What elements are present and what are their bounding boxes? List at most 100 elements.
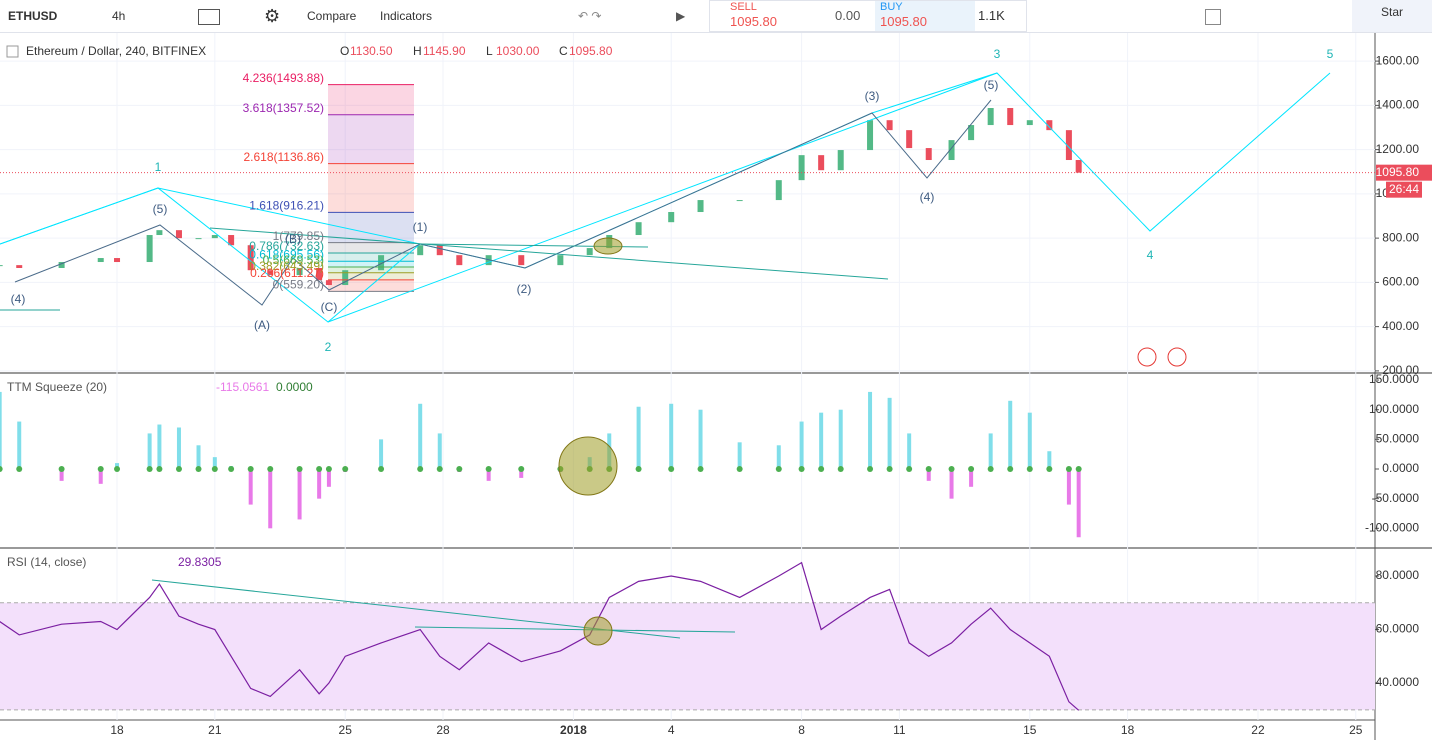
histogram-bar: [98, 469, 103, 484]
candle: [436, 245, 443, 256]
elliott-wave: [0, 72, 1331, 323]
indicator-readout: 0.0000: [276, 380, 313, 394]
buy-label[interactable]: BUY: [880, 1, 903, 13]
histogram-bar: [157, 424, 162, 470]
y-tick-label: 200.00: [1382, 363, 1419, 377]
event-icon[interactable]: [1167, 347, 1187, 367]
candle: [58, 262, 65, 268]
candle: [925, 148, 932, 161]
symbol[interactable]: ETHUSD: [8, 9, 58, 23]
event-icon[interactable]: [1137, 347, 1157, 367]
trend-line: [414, 626, 736, 633]
y-tick-label: 60.0000: [1376, 622, 1420, 636]
indicator-title: RSI (14, close): [7, 555, 86, 569]
y-tick-label: 40.0000: [1376, 675, 1420, 689]
squeeze-dot: [697, 466, 704, 473]
undo[interactable]: ↶ ↷: [578, 9, 602, 23]
x-tick-label: 18: [1121, 723, 1135, 737]
rsi-band: [0, 602, 1375, 710]
fib-label: 0.618(695.56): [249, 247, 324, 261]
wave-label: 1: [155, 160, 162, 174]
squeeze-dot: [97, 466, 104, 473]
fib-label: 2.618(1136.86): [243, 150, 324, 164]
sell-label[interactable]: SELL: [730, 1, 757, 13]
drawings: [0, 72, 1331, 646]
subwave-label: (C): [321, 300, 338, 314]
histogram-bar: [887, 397, 892, 470]
trade-panel: SELL 1095.80 0.00 BUY 1095.80 1.1K: [709, 0, 1027, 32]
histogram-bar: [1047, 451, 1052, 470]
wave-label: 2: [325, 340, 332, 354]
candle: [175, 230, 182, 239]
ohlc-key: O: [340, 44, 349, 58]
sub-wave: [14, 99, 992, 306]
rsi-line: [0, 561, 1080, 711]
ohlc-value: 1095.80: [569, 44, 613, 58]
squeeze-dot: [1007, 466, 1014, 473]
y-tick-label: 1600.00: [1376, 53, 1420, 67]
histogram-bar: [268, 469, 273, 529]
subwave-label: (5): [153, 202, 168, 216]
histogram-bar: [1008, 400, 1013, 470]
squeeze-dot: [906, 466, 913, 473]
fib-zone: [328, 272, 414, 280]
settings-icon[interactable]: ⚙: [264, 6, 281, 26]
squeeze-dot: [456, 466, 463, 473]
buy-box[interactable]: [875, 1, 975, 31]
x-tick-label: 22: [1251, 723, 1265, 737]
candle: [0, 265, 3, 267]
squeeze-dot: [837, 466, 844, 473]
sell-price[interactable]: 1095.80: [730, 14, 777, 29]
ohlc-value: 1145.90: [423, 44, 466, 58]
histogram-bar: [776, 445, 781, 470]
squeeze-dot: [635, 466, 642, 473]
interval[interactable]: 4h: [112, 9, 126, 23]
color-box[interactable]: [1205, 9, 1221, 25]
fib-label: 0.236(611.27): [250, 266, 324, 280]
subwave-label: (2): [517, 282, 532, 296]
symbol-title: Ethereum / Dollar, 240, BITFINEX: [26, 44, 206, 58]
indicators-button[interactable]: Indicators: [380, 9, 433, 23]
squeeze-dot: [58, 466, 65, 473]
buy-price[interactable]: 1095.80: [880, 14, 927, 29]
histogram-bar: [969, 469, 974, 487]
squeeze-dot: [1075, 466, 1082, 473]
y-tick-label: -50.0000: [1372, 491, 1420, 505]
subwave-label: (4): [920, 190, 935, 204]
squeeze-dot: [195, 466, 202, 473]
y-tick-label: 800.00: [1382, 230, 1419, 244]
histogram-bar: [799, 421, 804, 470]
squeeze-dot: [798, 466, 805, 473]
candle: [211, 235, 218, 239]
candle: [378, 255, 385, 271]
star-button[interactable]: Star: [1352, 0, 1432, 32]
squeeze-dot: [736, 466, 743, 473]
squeeze-dot: [925, 466, 932, 473]
histogram-bar: [212, 457, 217, 470]
fib-label: 0.5(669.53): [263, 253, 324, 267]
ohlc-value: 1130.50: [350, 44, 393, 58]
quantity[interactable]: 1.1K: [978, 8, 1005, 23]
squeeze-dot: [267, 466, 274, 473]
candle: [342, 270, 349, 286]
compare-button[interactable]: Compare: [307, 9, 357, 23]
play[interactable]: ▶: [676, 9, 686, 23]
candle: [316, 267, 323, 281]
squeeze-dot: [968, 466, 975, 473]
squeeze-dot: [0, 466, 3, 472]
candle: [968, 125, 975, 141]
fib-label: 1.618(916.21): [249, 199, 324, 213]
histogram-bar: [297, 469, 302, 520]
histogram-bar: [838, 409, 843, 470]
candle-icon[interactable]: [198, 9, 220, 25]
squeeze-dot: [325, 466, 332, 473]
y-tick-label: 600.00: [1382, 275, 1419, 289]
fib-zone: [328, 261, 414, 267]
candle: [1065, 130, 1072, 161]
candle: [417, 245, 424, 256]
squeeze-dot: [114, 466, 121, 473]
indicator-readout: -115.0561: [216, 380, 269, 394]
histogram-bar: [1076, 469, 1081, 538]
y-tick-label: 1400.00: [1376, 98, 1420, 112]
